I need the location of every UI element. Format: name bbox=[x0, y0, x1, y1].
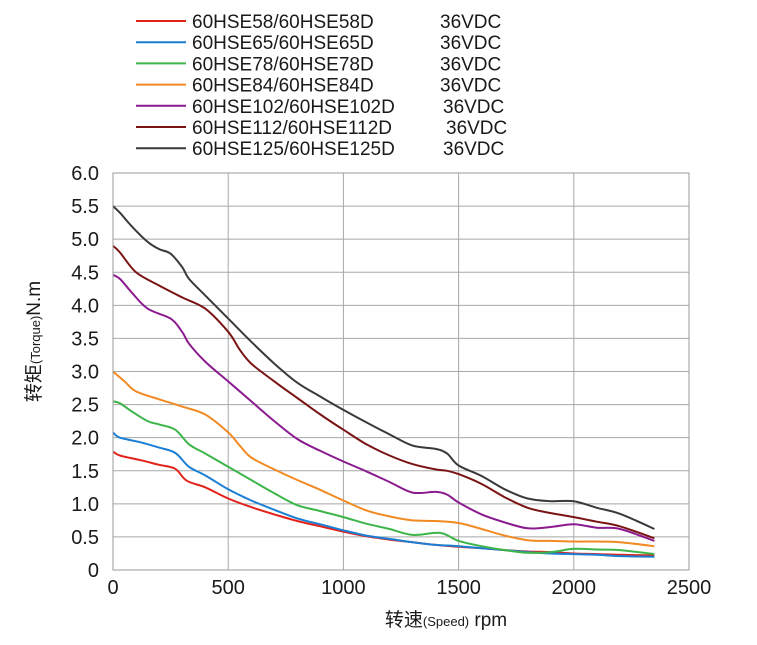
y-tick-label: 3.0 bbox=[71, 362, 99, 384]
legend-voltage: 36VDC bbox=[443, 97, 504, 118]
x-axis-title-main: 转速 bbox=[385, 609, 423, 631]
legend: 60HSE58/60HSE58D 36VDC 60HSE65/60HSE65D 36V… bbox=[136, 12, 507, 160]
series-line-60hse84 bbox=[112, 370, 655, 548]
y-tick-label: 1.0 bbox=[71, 494, 99, 516]
y-tick-label: 5.0 bbox=[71, 229, 99, 251]
y-axis-title-paren: (Torque) bbox=[28, 316, 43, 364]
legend-item: 60HSE112/60HSE112D 36VDC bbox=[136, 118, 507, 139]
legend-voltage: 36VDC bbox=[440, 54, 501, 75]
x-tick-labels: 0 500 1000 1500 2000 2500 bbox=[107, 577, 711, 599]
series-line-60hse112 bbox=[112, 245, 655, 540]
legend-label: 60HSE125/60HSE125D bbox=[192, 139, 395, 160]
legend-label: 60HSE78/60HSE78D bbox=[192, 54, 374, 75]
plot-frame bbox=[112, 172, 690, 571]
y-tick-label: 2.5 bbox=[71, 395, 99, 417]
x-axis-title-unit: rpm bbox=[469, 610, 507, 631]
legend-voltage: 36VDC bbox=[443, 139, 504, 160]
grid bbox=[112, 172, 690, 571]
y-axis-title-unit: N.m bbox=[24, 281, 45, 316]
y-tick-label: 6.0 bbox=[71, 163, 99, 185]
x-tick-label: 2500 bbox=[667, 577, 712, 599]
y-tick-label: 3.5 bbox=[71, 328, 99, 350]
x-axis-title: 转速(Speed) rpm bbox=[385, 609, 507, 631]
y-tick-labels: 0 0.5 1.0 1.5 2.0 2.5 3.0 3.5 4.0 4.5 5.0 5.5 6.0 bbox=[71, 163, 99, 582]
legend-label: 60HSE112/60HSE112D bbox=[192, 118, 392, 139]
legend-voltage: 36VDC bbox=[440, 76, 501, 97]
series-line-60hse125 bbox=[112, 205, 655, 530]
x-tick-label: 1000 bbox=[321, 577, 366, 599]
series-line-60hse102 bbox=[112, 274, 655, 542]
series-line-60hse65 bbox=[112, 431, 655, 558]
x-tick-label: 1500 bbox=[436, 577, 481, 599]
x-tick-label: 0 bbox=[107, 577, 118, 599]
series-line-60hse78 bbox=[112, 400, 655, 556]
legend-voltage: 36VDC bbox=[440, 12, 501, 33]
x-axis-title-paren: (Speed) bbox=[423, 614, 469, 629]
legend-item: 60HSE58/60HSE58D 36VDC bbox=[136, 12, 501, 33]
legend-label: 60HSE84/60HSE84D bbox=[192, 76, 374, 97]
legend-item: 60HSE65/60HSE65D 36VDC bbox=[136, 33, 501, 54]
legend-item: 60HSE125/60HSE125D 36VDC bbox=[136, 139, 504, 160]
legend-label: 60HSE102/60HSE102D bbox=[192, 97, 395, 118]
legend-item: 60HSE84/60HSE84D 36VDC bbox=[136, 76, 501, 97]
y-tick-label: 0.5 bbox=[71, 527, 99, 549]
y-tick-label: 5.5 bbox=[71, 196, 99, 218]
y-tick-label: 2.0 bbox=[71, 428, 99, 450]
y-axis-title-main: 转矩 bbox=[23, 364, 45, 402]
legend-label: 60HSE58/60HSE58D bbox=[192, 12, 374, 33]
x-tick-label: 2000 bbox=[552, 577, 597, 599]
series-lines bbox=[112, 205, 655, 558]
legend-voltage: 36VDC bbox=[440, 33, 501, 54]
y-tick-label: 4.5 bbox=[71, 262, 99, 284]
y-tick-label: 1.5 bbox=[71, 461, 99, 483]
legend-label: 60HSE65/60HSE65D bbox=[192, 33, 374, 54]
legend-item: 60HSE102/60HSE102D 36VDC bbox=[136, 97, 504, 118]
y-axis-title: 转矩(Torque)N.m bbox=[23, 281, 45, 402]
y-tick-label: 4.0 bbox=[71, 295, 99, 317]
x-tick-label: 500 bbox=[212, 577, 245, 599]
legend-item: 60HSE78/60HSE78D 36VDC bbox=[136, 54, 501, 75]
y-tick-label: 0 bbox=[88, 560, 99, 582]
legend-voltage: 36VDC bbox=[446, 118, 507, 139]
